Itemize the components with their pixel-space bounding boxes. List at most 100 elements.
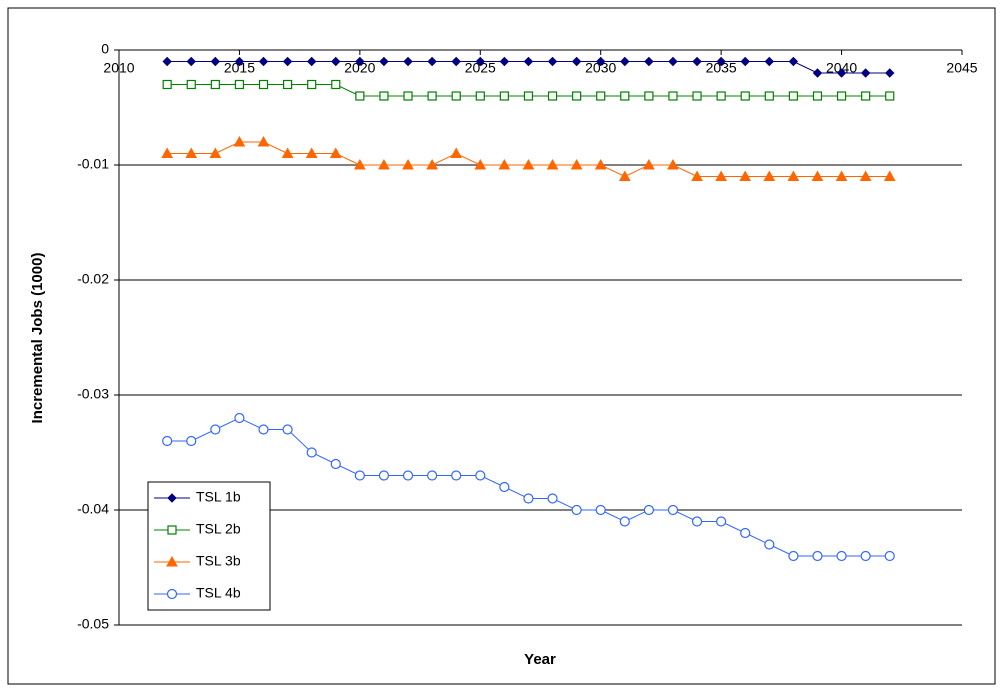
x-axis-title: Year xyxy=(524,651,556,668)
legend-marker xyxy=(167,493,177,503)
marker xyxy=(282,56,293,67)
marker xyxy=(546,158,559,170)
marker xyxy=(402,470,414,481)
marker xyxy=(329,147,342,158)
marker xyxy=(812,91,823,101)
marker xyxy=(788,550,799,562)
marker xyxy=(450,147,463,158)
marker xyxy=(716,56,726,67)
marker xyxy=(763,170,776,181)
marker xyxy=(764,56,775,67)
marker xyxy=(715,170,727,181)
marker xyxy=(402,158,414,170)
marker xyxy=(354,470,365,481)
x-tick-label: 2015 xyxy=(224,60,255,76)
x-tick-label: 2025 xyxy=(465,60,496,76)
marker xyxy=(620,91,630,101)
marker xyxy=(403,56,413,67)
marker xyxy=(499,481,510,493)
marker xyxy=(451,470,462,481)
x-tick-label: 2040 xyxy=(826,60,857,76)
marker xyxy=(716,91,726,101)
marker xyxy=(885,68,895,78)
marker xyxy=(378,158,390,170)
marker xyxy=(522,158,535,170)
marker xyxy=(234,412,245,424)
marker xyxy=(667,504,679,516)
marker xyxy=(258,79,269,90)
y-tick-label: -0.02 xyxy=(77,271,109,287)
marker xyxy=(692,91,702,101)
x-tick-label: 2035 xyxy=(706,60,737,76)
marker xyxy=(307,79,317,90)
marker xyxy=(812,550,823,562)
marker xyxy=(162,56,172,67)
marker xyxy=(716,516,727,527)
legend-marker xyxy=(166,588,178,600)
marker xyxy=(523,91,534,101)
marker xyxy=(498,158,511,170)
marker xyxy=(186,435,197,447)
marker xyxy=(668,91,678,101)
marker xyxy=(595,504,606,516)
marker xyxy=(860,550,871,562)
marker xyxy=(210,424,221,435)
marker xyxy=(210,79,220,90)
x-tick-label: 2010 xyxy=(103,60,134,76)
marker xyxy=(618,170,631,181)
marker xyxy=(474,158,487,170)
marker xyxy=(186,79,196,90)
marker xyxy=(835,170,848,181)
y-tick-label: 0 xyxy=(101,41,109,57)
marker xyxy=(884,550,895,562)
marker xyxy=(330,458,341,470)
legend-label: TSL 1b xyxy=(196,489,241,505)
legend-box xyxy=(147,481,271,611)
marker xyxy=(427,470,438,481)
marker xyxy=(451,91,461,101)
marker xyxy=(692,56,702,67)
marker xyxy=(234,56,245,67)
marker xyxy=(787,170,800,181)
x-tick-label: 2020 xyxy=(344,60,375,76)
marker xyxy=(523,56,534,67)
x-tick-label: 2030 xyxy=(585,60,616,76)
marker xyxy=(451,56,461,67)
legend-label: TSL 3b xyxy=(196,553,241,569)
marker xyxy=(571,504,582,516)
x-tick-label: 2045 xyxy=(946,60,977,76)
y-tick-label: -0.04 xyxy=(77,501,109,517)
marker xyxy=(186,56,196,67)
marker xyxy=(740,527,751,539)
marker xyxy=(668,56,678,67)
marker xyxy=(354,158,366,170)
marker xyxy=(644,91,654,101)
marker xyxy=(860,68,871,78)
marker xyxy=(788,91,799,101)
marker xyxy=(547,493,558,504)
marker xyxy=(283,79,293,90)
marker xyxy=(596,91,606,101)
marker xyxy=(234,79,245,90)
marker xyxy=(281,147,294,158)
marker xyxy=(378,470,390,481)
marker xyxy=(764,91,774,101)
legend-label: TSL 4b xyxy=(196,585,241,601)
marker xyxy=(594,158,607,170)
marker xyxy=(233,135,246,147)
marker xyxy=(836,91,847,101)
marker xyxy=(740,91,750,101)
y-tick-label: -0.05 xyxy=(77,616,109,632)
marker xyxy=(667,158,679,170)
marker xyxy=(788,56,799,67)
marker xyxy=(257,135,270,147)
marker xyxy=(740,56,750,67)
marker xyxy=(305,147,318,158)
marker xyxy=(427,56,437,67)
marker xyxy=(885,91,895,101)
marker xyxy=(403,91,413,101)
marker xyxy=(836,68,847,78)
marker xyxy=(355,91,365,101)
legend-marker xyxy=(167,525,177,535)
marker xyxy=(571,56,582,67)
